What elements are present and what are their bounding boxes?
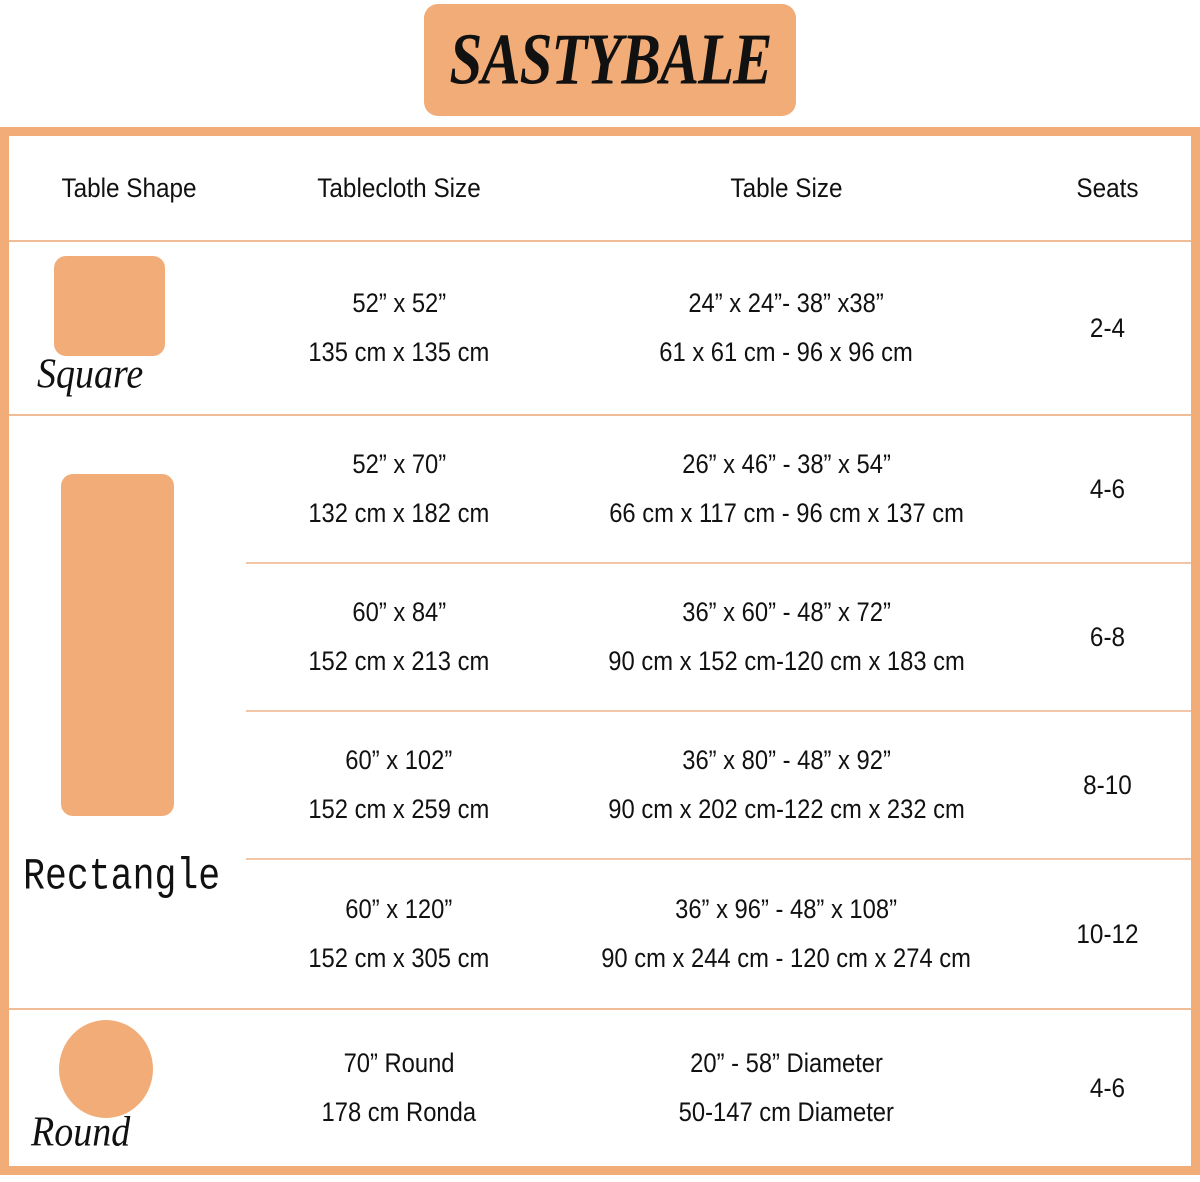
divider-inner: [246, 858, 1191, 860]
table-row: Round 70” Round 178 cm Ronda 20” - 58” D…: [9, 1010, 1191, 1166]
table-size-cm: 90 cm x 152 cm-120 cm x 183 cm: [608, 646, 965, 676]
table-header-row: Table Shape Tablecloth Size Table Size S…: [9, 136, 1191, 240]
table-size-inches: 20” - 58” Diameter: [690, 1048, 883, 1078]
table-size-cm: 61 x 61 cm - 96 x 96 cm: [659, 337, 914, 367]
table-row: 60” x 102” 152 cm x 259 cm 36” x 80” - 4…: [9, 712, 1191, 858]
table-size-inches: 26” x 46” - 38” x 54”: [682, 449, 891, 479]
tablecloth-size-cell: 60” x 84” 152 cm x 213 cm: [249, 564, 549, 710]
table-row: Square 52” x 52” 135 cm x 135 cm 24” x 2…: [9, 242, 1191, 414]
circle-shape-icon: [59, 1020, 153, 1118]
column-header-seats: Seats: [1076, 172, 1139, 203]
table-size-inches: 24” x 24”- 38” x38”: [688, 288, 885, 318]
table-size-cell: 20” - 58” Diameter 50-147 cm Diameter: [549, 1010, 1024, 1166]
tablecloth-size-cm: 132 cm x 182 cm: [308, 498, 490, 528]
table-size-cell: 36” x 60” - 48” x 72” 90 cm x 152 cm-120…: [549, 564, 1024, 710]
size-chart-table-inner: Table Shape Tablecloth Size Table Size S…: [9, 136, 1191, 1166]
tablecloth-size-cm: 152 cm x 213 cm: [308, 646, 490, 676]
shape-label-round: Round: [31, 1108, 131, 1156]
seats-cell: 8-10: [1083, 769, 1132, 800]
rounded-rectangle-shape-icon: [61, 474, 174, 816]
seats-cell: 10-12: [1076, 918, 1139, 949]
tablecloth-size-inches: 60” x 84”: [352, 597, 446, 627]
tablecloth-size-cell: 60” x 102” 152 cm x 259 cm: [249, 712, 549, 858]
tablecloth-size-inches: 60” x 120”: [345, 894, 453, 924]
column-header-table-size: Table Size: [730, 172, 843, 203]
table-size-inches: 36” x 60” - 48” x 72”: [682, 597, 891, 627]
size-chart-table: Table Shape Tablecloth Size Table Size S…: [0, 127, 1200, 1175]
seats-cell: 4-6: [1089, 473, 1126, 504]
shape-cell-round: Round: [9, 1010, 249, 1166]
shape-label-rectangle: Rectangle: [23, 852, 221, 903]
tablecloth-size-cell: 60” x 120” 152 cm x 305 cm: [249, 860, 549, 1008]
table-size-cell: 24” x 24”- 38” x38” 61 x 61 cm - 96 x 96…: [549, 242, 1024, 414]
table-size-cell: 36” x 96” - 48” x 108” 90 cm x 244 cm - …: [549, 860, 1024, 1008]
tablecloth-size-cm: 135 cm x 135 cm: [308, 337, 490, 367]
table-size-inches: 36” x 80” - 48” x 92”: [682, 745, 891, 775]
table-size-cm: 50-147 cm Diameter: [678, 1097, 895, 1127]
divider-inner: [246, 710, 1191, 712]
tablecloth-size-cell: 52” x 52” 135 cm x 135 cm: [249, 242, 549, 414]
seats-cell: 4-6: [1089, 1072, 1126, 1103]
tablecloth-size-inches: 60” x 102”: [345, 745, 453, 775]
table-size-cm: 90 cm x 202 cm-122 cm x 232 cm: [608, 794, 965, 824]
tablecloth-size-inches: 52” x 70”: [352, 449, 446, 479]
divider-below-header: [9, 240, 1191, 242]
tablecloth-size-cm: 152 cm x 305 cm: [308, 943, 490, 973]
tablecloth-size-cell: 70” Round 178 cm Ronda: [249, 1010, 549, 1166]
table-size-cell: 36” x 80” - 48” x 92” 90 cm x 202 cm-122…: [549, 712, 1024, 858]
tablecloth-size-inches: 70” Round: [343, 1048, 455, 1078]
table-row: 60” x 120” 152 cm x 305 cm 36” x 96” - 4…: [9, 860, 1191, 1008]
brand-logo-text: SASTYBALE: [448, 19, 772, 101]
tablecloth-size-cm: 152 cm x 259 cm: [308, 794, 490, 824]
seats-cell: 2-4: [1089, 312, 1126, 343]
tablecloth-size-cell: 52” x 70” 132 cm x 182 cm: [249, 416, 549, 562]
shape-cell-rectangle: Rectangle: [9, 416, 249, 1008]
table-size-cell: 26” x 46” - 38” x 54” 66 cm x 117 cm - 9…: [549, 416, 1024, 562]
divider-below-rectangle-group: [9, 1008, 1191, 1010]
seats-cell: 6-8: [1089, 621, 1126, 652]
table-row: 60” x 84” 152 cm x 213 cm 36” x 60” - 48…: [9, 564, 1191, 710]
tablecloth-size-inches: 52” x 52”: [352, 288, 446, 318]
table-size-cm: 90 cm x 244 cm - 120 cm x 274 cm: [601, 943, 972, 973]
brand-logo: SASTYBALE: [424, 4, 796, 116]
tablecloth-size-cm: 178 cm Ronda: [321, 1097, 477, 1127]
divider-inner: [246, 562, 1191, 564]
rounded-square-shape-icon: [54, 256, 165, 356]
column-header-table-shape: Table Shape: [61, 172, 197, 203]
column-header-tablecloth-size: Tablecloth Size: [317, 172, 481, 203]
table-size-cm: 66 cm x 117 cm - 96 cm x 137 cm: [609, 498, 964, 528]
shape-label-square: Square: [37, 350, 144, 398]
table-size-inches: 36” x 96” - 48” x 108”: [675, 894, 898, 924]
shape-cell-square: Square: [9, 242, 249, 414]
divider-below-square-group: [9, 414, 1191, 416]
table-row: 52” x 70” 132 cm x 182 cm 26” x 46” - 38…: [9, 416, 1191, 562]
